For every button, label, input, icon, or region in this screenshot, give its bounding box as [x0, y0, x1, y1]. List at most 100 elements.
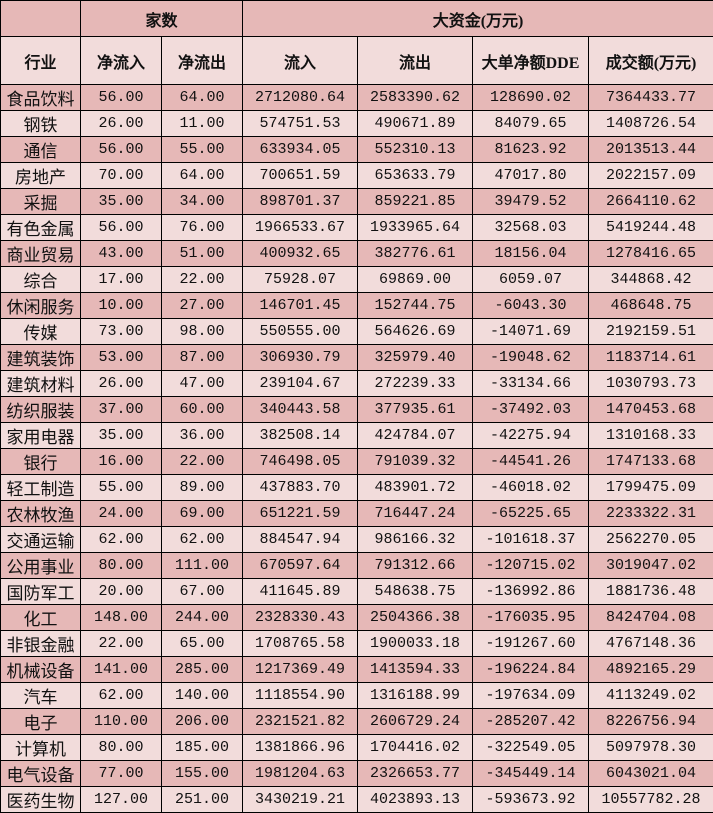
col-dde: 大单净额DDE	[473, 37, 589, 85]
dde-cell: -37492.03	[473, 397, 589, 423]
header-group-funds: 大资金(万元)	[243, 1, 713, 37]
industry-cell: 建筑装饰	[1, 345, 81, 371]
dde-cell: -14071.69	[473, 319, 589, 345]
col-net-outflow-count: 净流出	[162, 37, 243, 85]
inflow-cell: 574751.53	[243, 111, 358, 137]
industry-cell: 房地产	[1, 163, 81, 189]
col-net-inflow-count: 净流入	[81, 37, 162, 85]
net-outflow-count-cell: 65.00	[162, 631, 243, 657]
net-inflow-count-cell: 26.00	[81, 111, 162, 137]
net-outflow-count-cell: 87.00	[162, 345, 243, 371]
inflow-cell: 2321521.82	[243, 709, 358, 735]
industry-cell: 非银金融	[1, 631, 81, 657]
net-inflow-count-cell: 55.00	[81, 475, 162, 501]
turnover-cell: 7364433.77	[589, 85, 713, 111]
net-outflow-count-cell: 64.00	[162, 163, 243, 189]
outflow-cell: 548638.75	[358, 579, 473, 605]
industry-cell: 有色金属	[1, 215, 81, 241]
dde-cell: 128690.02	[473, 85, 589, 111]
outflow-cell: 986166.32	[358, 527, 473, 553]
outflow-cell: 2583390.62	[358, 85, 473, 111]
dde-cell: -191267.60	[473, 631, 589, 657]
turnover-cell: 5419244.48	[589, 215, 713, 241]
inflow-cell: 306930.79	[243, 345, 358, 371]
net-outflow-count-cell: 62.00	[162, 527, 243, 553]
turnover-cell: 1747133.68	[589, 449, 713, 475]
turnover-cell: 3019047.02	[589, 553, 713, 579]
outflow-cell: 1933965.64	[358, 215, 473, 241]
outflow-cell: 1316188.99	[358, 683, 473, 709]
turnover-cell: 1278416.65	[589, 241, 713, 267]
dde-cell: -120715.02	[473, 553, 589, 579]
outflow-cell: 791312.66	[358, 553, 473, 579]
net-inflow-count-cell: 56.00	[81, 215, 162, 241]
net-outflow-count-cell: 22.00	[162, 267, 243, 293]
turnover-cell: 2022157.09	[589, 163, 713, 189]
dde-cell: -6043.30	[473, 293, 589, 319]
dde-cell: -197634.09	[473, 683, 589, 709]
industry-cell: 采掘	[1, 189, 81, 215]
outflow-cell: 791039.32	[358, 449, 473, 475]
outflow-cell: 424784.07	[358, 423, 473, 449]
turnover-cell: 1408726.54	[589, 111, 713, 137]
turnover-cell: 4767148.36	[589, 631, 713, 657]
net-inflow-count-cell: 20.00	[81, 579, 162, 605]
outflow-cell: 716447.24	[358, 501, 473, 527]
outflow-cell: 859221.85	[358, 189, 473, 215]
net-inflow-count-cell: 24.00	[81, 501, 162, 527]
col-outflow: 流出	[358, 37, 473, 85]
inflow-cell: 239104.67	[243, 371, 358, 397]
net-outflow-count-cell: 22.00	[162, 449, 243, 475]
col-inflow: 流入	[243, 37, 358, 85]
net-outflow-count-cell: 89.00	[162, 475, 243, 501]
turnover-cell: 344868.42	[589, 267, 713, 293]
industry-cell: 食品饮料	[1, 85, 81, 111]
net-inflow-count-cell: 80.00	[81, 553, 162, 579]
inflow-cell: 633934.05	[243, 137, 358, 163]
industry-cell: 机械设备	[1, 657, 81, 683]
net-outflow-count-cell: 76.00	[162, 215, 243, 241]
dde-cell: 39479.52	[473, 189, 589, 215]
outflow-cell: 325979.40	[358, 345, 473, 371]
industry-cell: 纺织服装	[1, 397, 81, 423]
net-inflow-count-cell: 43.00	[81, 241, 162, 267]
net-inflow-count-cell: 62.00	[81, 527, 162, 553]
turnover-cell: 1310168.33	[589, 423, 713, 449]
industry-cell: 国防军工	[1, 579, 81, 605]
inflow-cell: 1118554.90	[243, 683, 358, 709]
net-outflow-count-cell: 51.00	[162, 241, 243, 267]
net-inflow-count-cell: 77.00	[81, 761, 162, 787]
net-outflow-count-cell: 47.00	[162, 371, 243, 397]
dde-cell: 6059.07	[473, 267, 589, 293]
industry-cell: 综合	[1, 267, 81, 293]
turnover-cell: 2192159.51	[589, 319, 713, 345]
inflow-cell: 1981204.63	[243, 761, 358, 787]
header-column-row: 行业 净流入 净流出 流入 流出 大单净额DDE 成交额(万元)	[1, 37, 713, 85]
industry-cell: 汽车	[1, 683, 81, 709]
industry-cell: 休闲服务	[1, 293, 81, 319]
net-inflow-count-cell: 22.00	[81, 631, 162, 657]
dde-cell: -44541.26	[473, 449, 589, 475]
industry-cell: 电气设备	[1, 761, 81, 787]
inflow-cell: 437883.70	[243, 475, 358, 501]
outflow-cell: 653633.79	[358, 163, 473, 189]
industry-cell: 轻工制造	[1, 475, 81, 501]
inflow-cell: 651221.59	[243, 501, 358, 527]
net-outflow-count-cell: 27.00	[162, 293, 243, 319]
inflow-cell: 146701.45	[243, 293, 358, 319]
industry-cell: 钢铁	[1, 111, 81, 137]
